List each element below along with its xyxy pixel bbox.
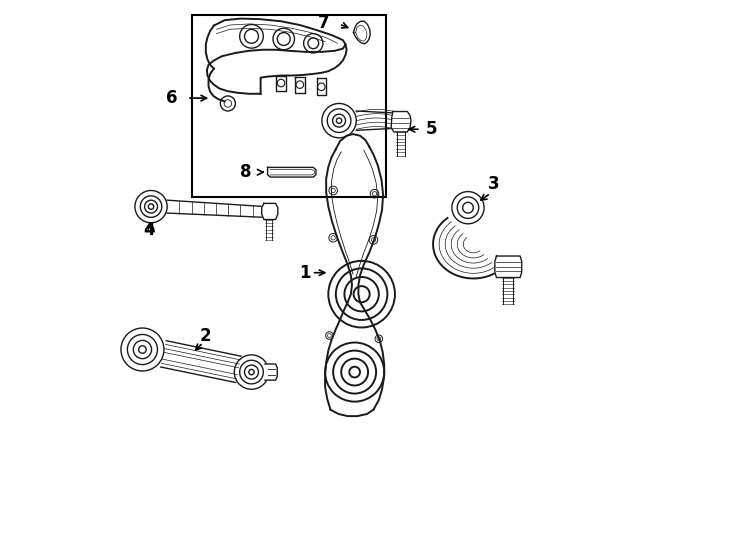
Polygon shape [391,112,411,132]
Text: 2: 2 [200,327,211,345]
Polygon shape [268,167,316,177]
Polygon shape [354,21,370,44]
Text: 1: 1 [299,264,310,282]
Polygon shape [495,256,522,278]
Text: 6: 6 [167,89,178,107]
Text: 8: 8 [240,163,252,181]
Polygon shape [262,204,278,219]
Text: 5: 5 [426,120,437,138]
Text: 3: 3 [487,175,499,193]
Polygon shape [265,364,277,380]
Text: 7: 7 [318,14,330,32]
Text: 4: 4 [144,221,155,239]
Bar [192,15,386,198]
